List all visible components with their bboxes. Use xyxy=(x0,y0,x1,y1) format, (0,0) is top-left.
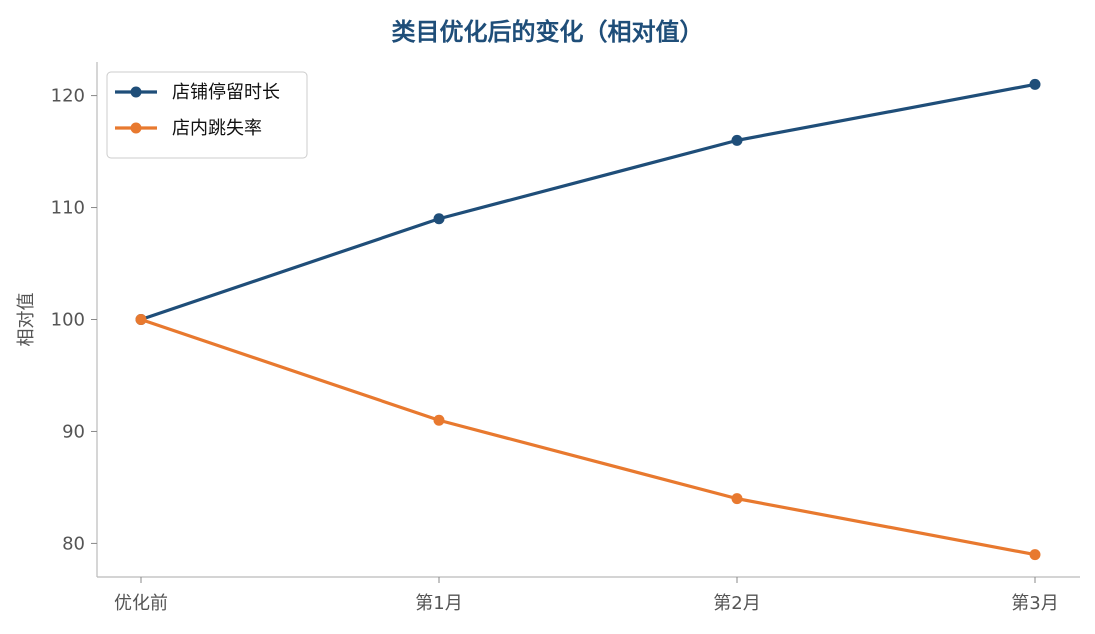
series-layer xyxy=(135,78,1041,561)
data-point-series-2 xyxy=(731,493,743,505)
data-point-series-1 xyxy=(1029,78,1041,90)
x-tick-label: 第1月 xyxy=(415,593,462,614)
data-point-series-1 xyxy=(731,134,743,146)
legend-label-1: 店铺停留时长 xyxy=(172,82,280,103)
y-axis-label: 相对值 xyxy=(16,293,37,347)
legend-marker-2 xyxy=(130,122,142,134)
data-point-series-2 xyxy=(433,414,445,426)
x-tick-label: 第2月 xyxy=(713,593,760,614)
y-tick-label: 100 xyxy=(51,310,85,331)
data-point-series-1 xyxy=(433,213,445,225)
data-point-series-2 xyxy=(135,314,147,325)
x-tick-label: 第3月 xyxy=(1011,593,1058,614)
series-line-1 xyxy=(139,82,1037,322)
y-tick-label: 80 xyxy=(62,533,85,554)
x-tick-label: 优化前 xyxy=(114,593,168,614)
series-line-2 xyxy=(139,317,1037,557)
y-tick-label: 90 xyxy=(62,421,85,442)
legend-label-2: 店内跳失率 xyxy=(172,118,262,139)
data-point-series-2 xyxy=(1029,549,1041,561)
y-tick-label: 110 xyxy=(51,198,85,219)
legend-marker-1 xyxy=(130,86,142,98)
y-tick-label: 120 xyxy=(51,86,85,107)
chart-title: 类目优化后的变化（相对值） xyxy=(391,18,704,46)
